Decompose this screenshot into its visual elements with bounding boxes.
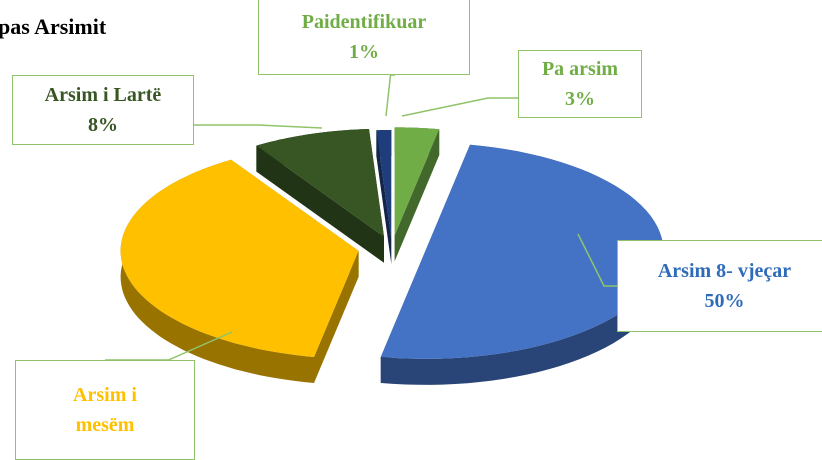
leader-line (194, 124, 323, 129)
data-label: Arsim i Lartë 8% (12, 75, 194, 145)
label-name: Pa arsim (541, 58, 619, 80)
chart-title: pas Arsimit (0, 14, 107, 39)
slice-side (314, 250, 359, 383)
slice-side (120, 159, 314, 383)
label-value: 50% (704, 290, 745, 312)
slice-side (256, 145, 384, 263)
slice-side (380, 144, 664, 385)
label-value: 8% (88, 114, 118, 136)
slice-side (376, 130, 392, 264)
label-name: Arsim 8- vjeçar (657, 260, 792, 282)
slice (120, 159, 359, 357)
leader-line (385, 74, 395, 117)
label-name: Paidentifikuar (301, 10, 427, 33)
data-label: Arsim 8- vjeçar 50% (617, 240, 822, 332)
label-name: Arsim i mesëm (73, 384, 137, 436)
slice-side (394, 129, 440, 262)
data-label: Pa arsim 3% (518, 50, 642, 118)
label-value: 3% (565, 88, 595, 110)
label-name: Arsim i Lartë (44, 84, 162, 106)
slice (380, 144, 664, 359)
data-label: Paidentifikuar 1% (258, 0, 470, 75)
data-label: Arsim i mesëm (15, 360, 195, 460)
slice (256, 129, 384, 237)
label-value: 1% (349, 40, 379, 63)
slice (394, 127, 440, 236)
slice (376, 130, 392, 238)
